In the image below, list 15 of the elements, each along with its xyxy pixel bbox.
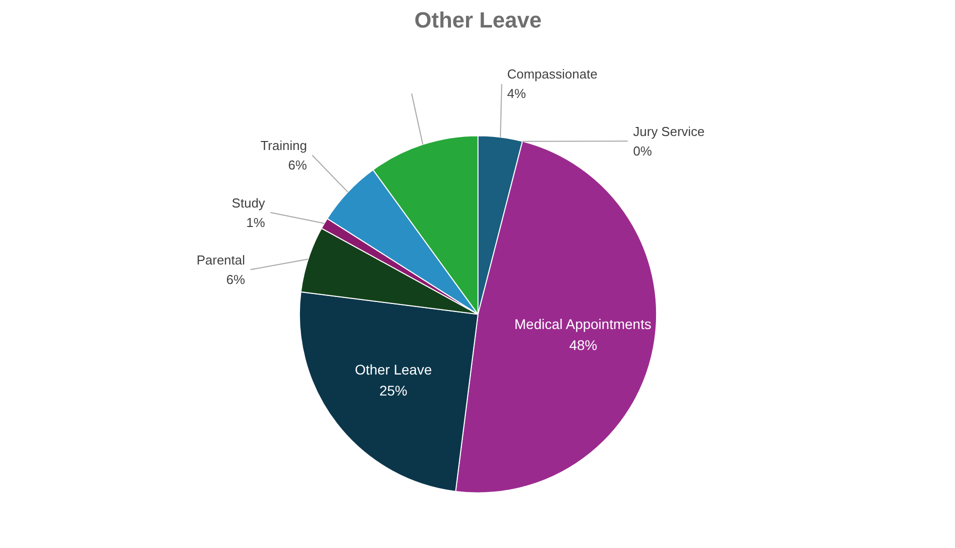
data-label: 48% [569,336,598,353]
slice-label: Study [232,195,266,210]
category-label: Jury Service [633,124,705,139]
data-label: 6% [288,158,308,173]
data-label: 1% [246,214,266,230]
slice-label: Training [260,138,307,154]
data-label: 4% [507,86,526,102]
data-label: 6% [226,272,246,287]
chart-title: Other Leave [414,8,542,32]
slice-label: Other Leave [354,362,432,378]
slice-label: Compassionate [507,66,598,82]
data-label: 25% [379,382,408,398]
text: 0% [633,143,652,158]
slice-label: Parental [196,252,246,268]
slice-label: Medical Appointments [514,316,652,332]
